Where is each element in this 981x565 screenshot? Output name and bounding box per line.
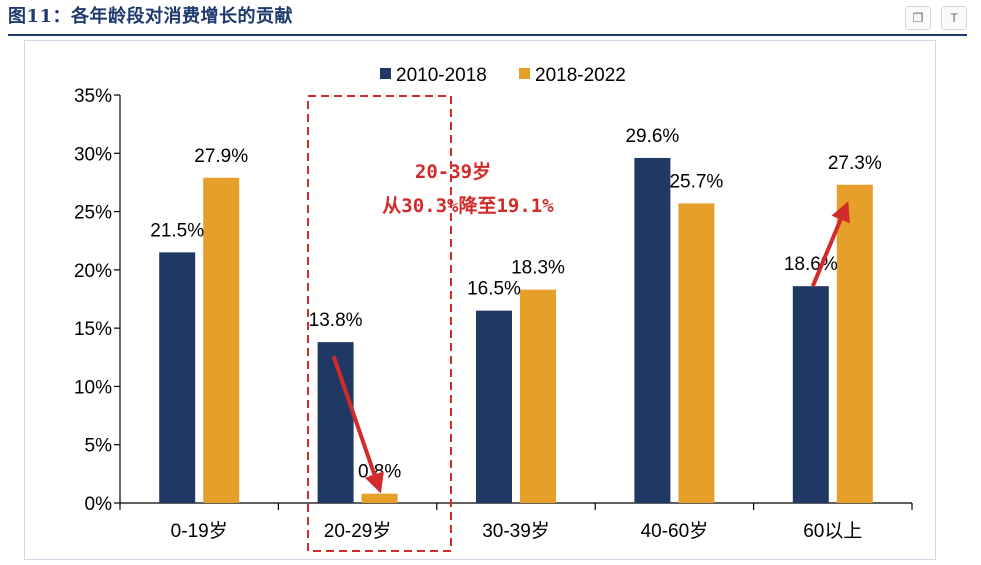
legend-swatch [519,68,530,79]
data-labels: 21.5% 13.8% 16.5% 29.6% 18.6% 27.9% 0.8% 18.3% 2… [150,126,882,483]
legend-label: 2018-2022 [535,65,626,86]
x-tick-label: 30-39岁 [482,520,550,542]
legend-label: 2010-2018 [396,65,487,86]
figure-title: 图11：各年龄段对消费增长的贡献 [8,6,294,27]
x-axis: 0-19岁 20-29岁 30-39岁 40-60岁 60以上 [119,502,913,542]
data-label: 25.7% [669,171,723,192]
data-label: 0.8% [358,462,401,483]
x-tick-label: 40-60岁 [641,520,709,542]
title-divider [8,34,967,36]
trend-arrows [331,201,850,494]
translate-icon[interactable]: T [941,6,967,30]
bar-s2-2 [520,289,556,503]
bar-s2-0 [203,177,240,503]
y-tick-label: 0% [85,494,113,515]
annotation-line1: 20-39岁 [415,160,491,183]
bar-s2-1 [361,493,398,503]
y-tick-label: 25% [74,203,112,224]
down-arrow [331,355,384,494]
bars [159,157,873,503]
y-tick-label: 5% [85,436,113,457]
up-arrow [810,201,850,287]
data-label: 13.8% [309,310,363,331]
data-label: 21.5% [150,220,204,241]
bar-s1-4 [792,286,829,503]
toolbar: ❐ T [905,6,967,30]
y-tick-label: 35% [74,86,112,107]
x-tick-label: 60以上 [803,520,862,542]
y-axis: 0% 5% 10% 15% 20% 25% 30% 35% [74,86,121,515]
data-label: 18.6% [784,254,838,275]
y-tick-label: 10% [74,377,112,398]
chart-panel [24,40,936,560]
legend-swatch [380,68,391,79]
y-tick-label: 30% [74,144,112,165]
bar-s2-3 [678,203,715,503]
x-tick-label: 0-19岁 [171,520,228,542]
highlight-box [307,95,452,552]
data-label: 18.3% [511,258,565,279]
copy-icon[interactable]: ❐ [905,6,931,30]
bar-s1-0 [159,252,196,503]
bar-s1-2 [476,310,512,503]
data-label: 16.5% [467,279,521,300]
annotation-line2: 从30.3%降至19.1% [382,194,554,217]
y-tick-label: 15% [74,319,112,340]
data-label: 27.9% [194,146,248,167]
bar-s2-4 [836,184,873,503]
bar-s1-1 [317,342,354,503]
data-label: 29.6% [625,126,679,147]
data-label: 27.3% [828,153,882,174]
bar-s1-3 [634,157,671,503]
x-tick-label: 20-29岁 [324,520,392,542]
y-tick-label: 20% [74,261,112,282]
legend: 2010-2018 2018-2022 [380,65,626,86]
